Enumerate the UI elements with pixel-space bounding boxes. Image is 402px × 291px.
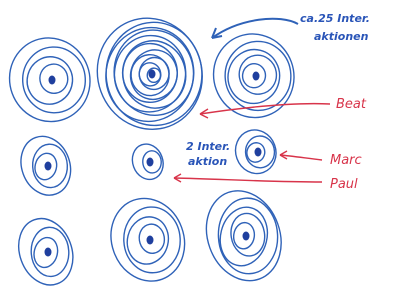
name-label: Beat	[336, 97, 367, 112]
name-label: Paul	[330, 177, 358, 192]
arrow	[212, 19, 298, 38]
dot	[255, 148, 262, 157]
name-label: Marc	[330, 153, 362, 168]
dot	[45, 248, 52, 257]
dot	[253, 72, 260, 81]
annotation: 2 Inter.	[186, 140, 230, 153]
annotation: ca.25 Inter.	[300, 12, 370, 25]
dot	[243, 232, 250, 241]
clusters	[0, 3, 306, 291]
sketch: ca.25 Inter. aktionen 2 Inter. aktion Be…	[0, 0, 402, 291]
dot	[49, 76, 56, 85]
dot	[147, 158, 154, 167]
dot	[147, 236, 154, 245]
arrow	[174, 178, 322, 182]
arrow	[200, 104, 330, 114]
dot	[45, 162, 52, 171]
annotation: aktionen	[314, 30, 369, 43]
annotation: aktion	[188, 155, 227, 168]
dot	[149, 70, 156, 79]
